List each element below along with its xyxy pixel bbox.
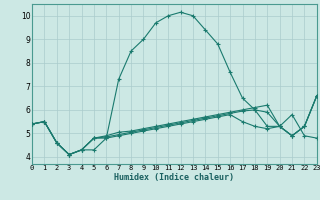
X-axis label: Humidex (Indice chaleur): Humidex (Indice chaleur) xyxy=(115,173,234,182)
